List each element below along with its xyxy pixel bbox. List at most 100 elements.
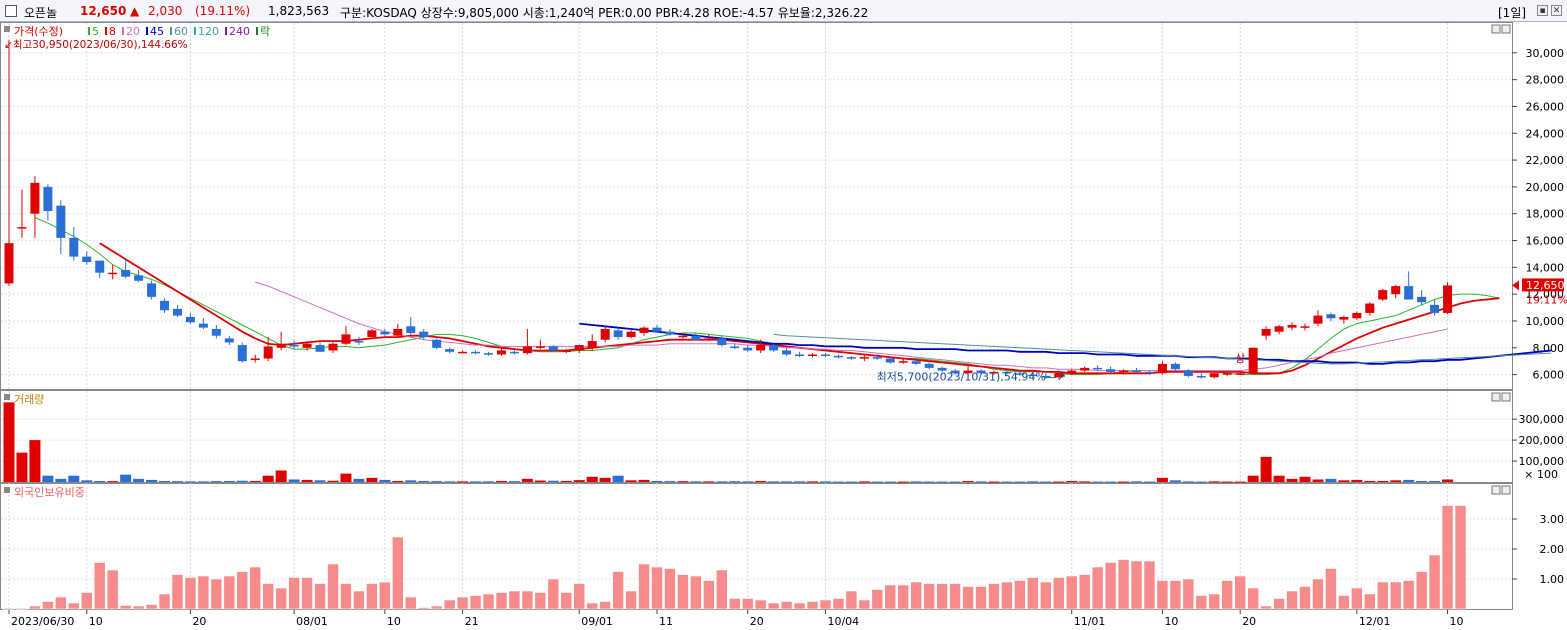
- panel-close-icon[interactable]: [1501, 392, 1511, 402]
- foreign-bar: [1402, 580, 1415, 610]
- foreign-bar: [29, 605, 41, 610]
- candle-body: [224, 338, 234, 343]
- candle-body: [626, 331, 636, 338]
- volume-bar: [366, 477, 378, 482]
- foreign-bar: [1143, 560, 1156, 610]
- foreign-bar: [1364, 593, 1376, 610]
- foreign-bar: [132, 605, 145, 610]
- candle-body: [1144, 371, 1154, 374]
- foreign-bar: [314, 583, 326, 610]
- candle-body: [976, 370, 986, 374]
- panel-close-icon[interactable]: [1501, 24, 1511, 34]
- candle-body: [198, 323, 208, 328]
- price-y-tick-label: 28,000: [1526, 74, 1565, 87]
- volume-bar: [1351, 479, 1363, 482]
- volume-bar: [1156, 477, 1168, 482]
- candle-body: [574, 345, 584, 351]
- foreign-bar: [573, 583, 586, 610]
- panel-minimize-icon[interactable]: [1491, 485, 1501, 495]
- candle-body: [1222, 373, 1232, 375]
- x-tick-label: 10: [1450, 615, 1464, 628]
- panel-minimize-icon[interactable]: [1491, 24, 1501, 34]
- candle-body: [1054, 373, 1064, 378]
- volume-bar: [832, 481, 844, 483]
- foreign-bar: [832, 598, 845, 610]
- foreign-bar: [936, 583, 948, 610]
- candle-body: [1157, 363, 1167, 374]
- foreign-bar: [469, 595, 482, 610]
- candle-body: [82, 256, 92, 262]
- volume-bar: [1079, 481, 1091, 483]
- current-price-box: [1522, 278, 1564, 292]
- header-bar: 오픈놀 12,650 ▲ 2,030 (19.11%) 1,823,563 구분…: [0, 0, 1567, 22]
- trade-volume: 1,823,563: [268, 4, 330, 18]
- volume-bar: [1195, 481, 1207, 483]
- volume-bar: [1040, 481, 1052, 483]
- volume-bar: [1299, 476, 1311, 482]
- price-panel-frame: [0, 22, 1513, 390]
- candle-body: [691, 335, 701, 340]
- volume-bar: [1118, 481, 1130, 483]
- volume-bar: [586, 476, 598, 482]
- ma-line-45: [579, 322, 1552, 365]
- volume-bar: [1260, 456, 1272, 482]
- candle-body: [328, 343, 338, 351]
- candle-body: [1287, 324, 1297, 328]
- high-label: ↙최고30,950(2023/06/30),144.66%: [4, 39, 188, 51]
- foreign-bar: [430, 605, 443, 610]
- volume-unit: × 100: [1524, 468, 1558, 481]
- candle-body: [56, 205, 66, 238]
- volume-bar: [29, 440, 41, 482]
- candle-body: [1196, 375, 1206, 378]
- volume-bar: [1001, 481, 1013, 483]
- volume-bar: [1325, 478, 1337, 482]
- foreign-bar: [599, 601, 611, 610]
- panel-menu-icon[interactable]: [4, 487, 10, 493]
- foreign-bar: [793, 602, 806, 610]
- ma-legend-swatch: [146, 27, 148, 35]
- panel-menu-icon[interactable]: [4, 26, 10, 32]
- candle-body: [911, 361, 921, 364]
- foreign-bar: [1260, 605, 1272, 610]
- candle-body: [795, 354, 805, 356]
- foreign-bar: [404, 596, 417, 610]
- volume-bar: [495, 480, 507, 482]
- candle-body: [1443, 285, 1453, 313]
- candle-body: [509, 351, 519, 354]
- period-selector[interactable]: [1일]: [1498, 6, 1527, 20]
- limit-up-marker: 상: [1235, 352, 1245, 365]
- foreign-bar: [1027, 577, 1039, 610]
- select-checkbox[interactable]: [5, 5, 17, 17]
- foreign-bar: [1234, 575, 1246, 610]
- volume-bar: [1208, 481, 1220, 483]
- volume-bar: [1143, 481, 1155, 483]
- foreign-bar: [366, 583, 378, 610]
- panel-minimize-icon[interactable]: [1491, 392, 1501, 402]
- candle-body: [1209, 373, 1219, 378]
- candle-body: [665, 331, 675, 335]
- volume-bar: [1247, 475, 1259, 482]
- foreign-bar: [1441, 505, 1454, 610]
- foreign-bar: [690, 575, 702, 610]
- panel-close-icon[interactable]: [1501, 485, 1511, 495]
- candle-body: [1132, 370, 1142, 373]
- panel-menu-icon[interactable]: [4, 394, 10, 400]
- current-price-arrow-icon: [1512, 280, 1519, 291]
- volume-bar: [275, 470, 287, 482]
- candle-body: [393, 329, 403, 336]
- minimize-icon[interactable]: ▪: [1537, 5, 1548, 16]
- foreign-bar: [508, 590, 521, 610]
- volume-bar: [171, 481, 183, 483]
- candle-body: [160, 300, 170, 311]
- ma-legend-label: 120: [198, 25, 219, 38]
- foreign-bar: [871, 589, 884, 610]
- candle-body: [1041, 375, 1051, 378]
- candle-body: [302, 343, 312, 348]
- foreign-bar: [456, 596, 469, 610]
- foreign-bar: [1208, 593, 1221, 610]
- candle-body: [172, 308, 182, 316]
- foreign-bar: [1351, 587, 1363, 610]
- close-icon[interactable]: ✕: [1551, 5, 1562, 16]
- volume-bar: [340, 473, 352, 482]
